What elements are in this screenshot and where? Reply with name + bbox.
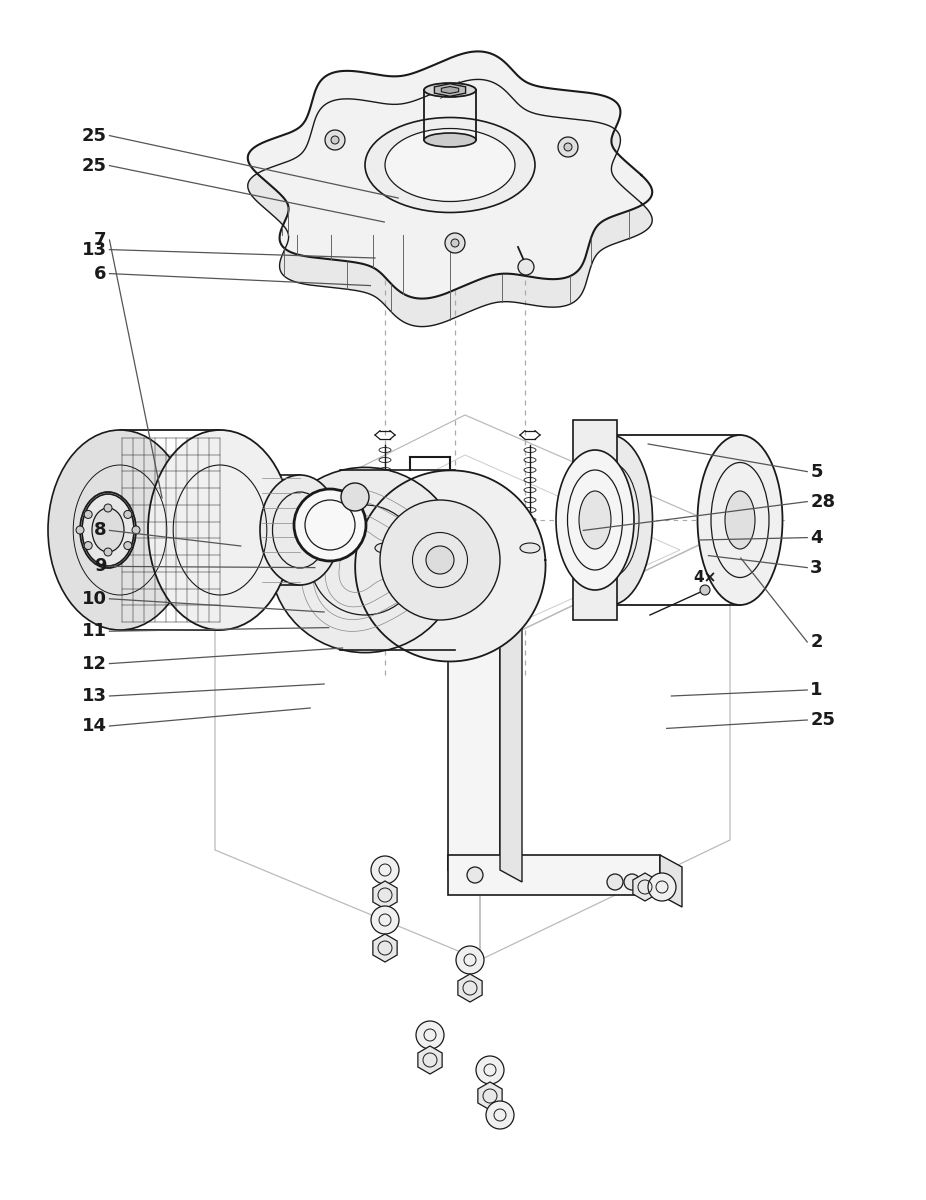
- Polygon shape: [442, 86, 458, 94]
- Polygon shape: [457, 974, 482, 1002]
- Circle shape: [445, 233, 465, 253]
- Circle shape: [341, 482, 369, 511]
- Text: 4×: 4×: [694, 570, 717, 586]
- Circle shape: [564, 143, 572, 151]
- Text: 14: 14: [81, 716, 106, 734]
- Text: 25: 25: [810, 710, 835, 728]
- Circle shape: [124, 510, 131, 518]
- Circle shape: [84, 510, 93, 518]
- Ellipse shape: [697, 434, 782, 605]
- Ellipse shape: [424, 83, 476, 97]
- Polygon shape: [573, 420, 617, 620]
- Text: 13: 13: [81, 686, 106, 704]
- Polygon shape: [373, 934, 397, 962]
- Polygon shape: [434, 84, 466, 96]
- Text: 28: 28: [810, 492, 835, 510]
- Circle shape: [607, 874, 623, 890]
- Polygon shape: [478, 1082, 502, 1110]
- Ellipse shape: [556, 450, 634, 590]
- Circle shape: [104, 504, 112, 512]
- Text: 2: 2: [810, 634, 822, 650]
- Circle shape: [76, 526, 84, 534]
- Text: 1: 1: [810, 680, 822, 698]
- Ellipse shape: [579, 491, 611, 550]
- Text: 25: 25: [81, 156, 106, 174]
- Polygon shape: [418, 1046, 442, 1074]
- Circle shape: [476, 1056, 504, 1084]
- Circle shape: [331, 136, 339, 144]
- Text: 9: 9: [94, 557, 106, 575]
- Ellipse shape: [294, 490, 366, 560]
- Circle shape: [558, 137, 578, 157]
- Text: 5: 5: [810, 462, 822, 480]
- Text: 8: 8: [94, 521, 106, 539]
- Ellipse shape: [48, 430, 192, 630]
- Circle shape: [518, 259, 534, 275]
- Text: 3: 3: [810, 559, 822, 577]
- Polygon shape: [660, 854, 682, 907]
- Polygon shape: [448, 510, 500, 870]
- Ellipse shape: [385, 128, 515, 202]
- Text: 25: 25: [81, 126, 106, 144]
- Text: 11: 11: [81, 622, 106, 641]
- Ellipse shape: [426, 546, 454, 574]
- Circle shape: [371, 856, 399, 884]
- Text: 7: 7: [94, 230, 106, 248]
- Circle shape: [132, 526, 140, 534]
- Polygon shape: [373, 881, 397, 910]
- Circle shape: [700, 584, 710, 595]
- Circle shape: [371, 906, 399, 934]
- Ellipse shape: [520, 542, 540, 553]
- Polygon shape: [500, 510, 522, 882]
- Text: 6: 6: [94, 264, 106, 282]
- Ellipse shape: [260, 475, 340, 584]
- Ellipse shape: [270, 467, 460, 653]
- Circle shape: [325, 130, 345, 150]
- Polygon shape: [632, 874, 657, 901]
- Text: 4: 4: [810, 528, 822, 547]
- Circle shape: [124, 541, 131, 550]
- Circle shape: [451, 239, 459, 247]
- Polygon shape: [248, 52, 652, 299]
- Polygon shape: [248, 79, 652, 326]
- Polygon shape: [448, 854, 660, 895]
- Ellipse shape: [424, 133, 476, 146]
- Ellipse shape: [375, 542, 395, 553]
- Ellipse shape: [725, 491, 755, 550]
- Circle shape: [416, 1021, 444, 1049]
- Polygon shape: [356, 470, 545, 661]
- Text: 10: 10: [81, 589, 106, 607]
- Ellipse shape: [148, 430, 292, 630]
- Ellipse shape: [82, 494, 134, 566]
- Ellipse shape: [92, 508, 124, 552]
- Text: 13: 13: [81, 240, 106, 258]
- Circle shape: [648, 874, 676, 901]
- Circle shape: [456, 946, 484, 974]
- Ellipse shape: [568, 434, 653, 605]
- Text: 12: 12: [81, 655, 106, 672]
- Circle shape: [486, 1102, 514, 1129]
- Ellipse shape: [380, 500, 500, 620]
- Circle shape: [84, 541, 93, 550]
- Ellipse shape: [365, 118, 535, 212]
- Circle shape: [624, 874, 640, 890]
- Circle shape: [467, 866, 483, 883]
- Circle shape: [104, 548, 112, 556]
